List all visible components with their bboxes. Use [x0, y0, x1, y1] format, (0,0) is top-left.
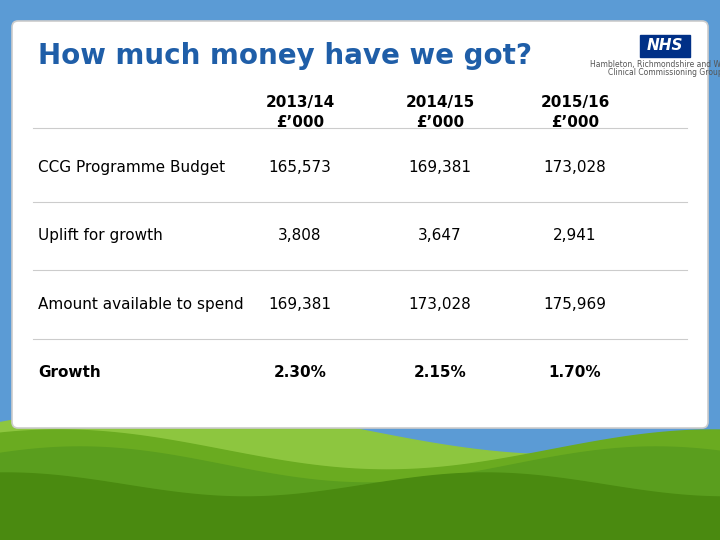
Text: How much money have we got?: How much money have we got?: [38, 42, 532, 70]
Text: Clinical Commissioning Group: Clinical Commissioning Group: [608, 68, 720, 77]
Text: 1.70%: 1.70%: [549, 365, 601, 380]
Text: 2013/14
£’000: 2013/14 £’000: [266, 95, 335, 130]
Text: Hambleton, Richmondshire and Whitby: Hambleton, Richmondshire and Whitby: [590, 60, 720, 69]
Text: 2015/16
£’000: 2015/16 £’000: [540, 95, 610, 130]
Text: Uplift for growth: Uplift for growth: [38, 228, 163, 243]
Text: Growth: Growth: [38, 365, 101, 380]
Text: CCG Programme Budget: CCG Programme Budget: [38, 160, 225, 175]
Text: 173,028: 173,028: [544, 160, 606, 175]
Polygon shape: [0, 430, 720, 540]
Polygon shape: [0, 405, 720, 540]
Text: 173,028: 173,028: [409, 297, 472, 312]
Text: 2014/15
£’000: 2014/15 £’000: [405, 95, 474, 130]
Text: 165,573: 165,573: [269, 160, 331, 175]
Text: 2.15%: 2.15%: [413, 365, 467, 380]
Polygon shape: [0, 447, 720, 540]
Text: NHS: NHS: [647, 38, 683, 53]
FancyBboxPatch shape: [12, 21, 708, 428]
Text: 3,647: 3,647: [418, 228, 462, 243]
Text: 169,381: 169,381: [269, 297, 331, 312]
Polygon shape: [0, 473, 720, 540]
Text: Amount available to spend: Amount available to spend: [38, 297, 243, 312]
Text: 175,969: 175,969: [544, 297, 606, 312]
Bar: [640, 35, 690, 57]
Text: 2.30%: 2.30%: [274, 365, 326, 380]
Text: 169,381: 169,381: [408, 160, 472, 175]
Text: 2,941: 2,941: [553, 228, 597, 243]
Text: 3,808: 3,808: [278, 228, 322, 243]
